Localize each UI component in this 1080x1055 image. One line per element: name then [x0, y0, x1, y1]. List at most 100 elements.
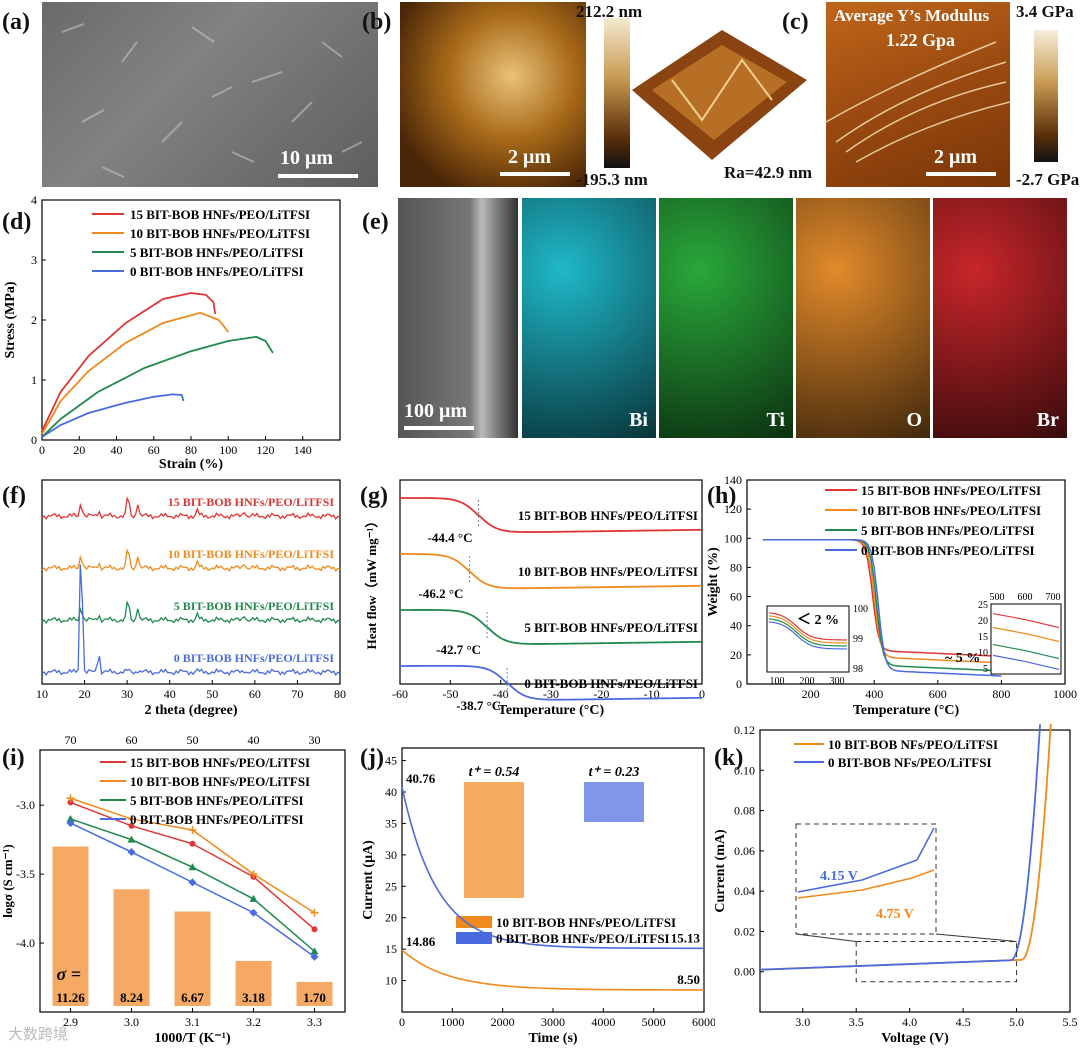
- x-tick-label: 1000: [440, 1015, 464, 1029]
- y-tick-label: 0.06: [734, 844, 755, 858]
- data-point: [188, 825, 197, 834]
- panel-e: (e) 100 μm Bi Ti O Br: [358, 192, 1080, 442]
- inset-right-curve: [992, 643, 1060, 660]
- start-value-label: 40.76: [406, 771, 436, 786]
- modulus-value: 1.22 Gpa: [886, 30, 956, 50]
- x-tick-label: 5000: [642, 1015, 666, 1029]
- y-tick-label: 80: [730, 560, 742, 574]
- inset-right-curve: [992, 612, 1060, 629]
- y-tick-label: 30: [385, 848, 397, 862]
- inset-x-tick-label: 300: [830, 676, 845, 687]
- y-tick-label: 0.12: [734, 723, 755, 737]
- bar-value-label: 3.18: [242, 990, 265, 1005]
- y-tick-label: 60: [730, 590, 742, 604]
- eds-map-o: O: [796, 198, 930, 438]
- roughness-label: Ra=42.9 nm: [724, 163, 813, 182]
- x-tick-label: 3.0: [795, 1015, 810, 1029]
- xrd-pattern: [41, 548, 341, 572]
- inset-y-tick-label: 98: [853, 664, 863, 675]
- y-tick-label: 0.02: [734, 924, 755, 938]
- data-point: [310, 947, 319, 955]
- data-point: [311, 926, 318, 933]
- t-plus-bar: [584, 782, 644, 822]
- panel-label-a: (a): [2, 9, 30, 35]
- legend-swatch: [456, 932, 492, 944]
- plot-frame: [759, 729, 1071, 1013]
- x-tick-label: 40: [111, 443, 123, 457]
- dsc-chart: -60 -50 -40 -30 -20 -10 0 Temperature (°C) Heat …: [364, 479, 705, 718]
- x-tick-label: 100: [219, 443, 237, 457]
- x-tick-label: 3.5: [849, 1015, 864, 1029]
- data-point: [127, 835, 136, 843]
- panel-label-k: (k): [714, 745, 744, 771]
- x-axis-label: Temperature (°C): [498, 703, 605, 717]
- y-tick-label: 3: [31, 253, 37, 267]
- data-point: [310, 908, 319, 917]
- inset-left-curve: [768, 621, 848, 650]
- legend-label: 5 BIT-BOB HNFs/PEO/LiTFSI: [130, 793, 304, 808]
- inset-y-tick-label: 99: [853, 634, 863, 645]
- legend-label: 15 BIT-BOB HNFs/PEO/LiTFSI: [861, 483, 1041, 498]
- scale-label: 2 μm: [508, 146, 551, 168]
- top-tick-label: 40: [248, 733, 260, 747]
- start-value-label: 14.86: [406, 934, 436, 949]
- legend-label: 0 BIT-BOB HNFs/PEO/LiTFSI: [496, 931, 670, 946]
- legend-label: 15 BIT-BOB HNFs/PEO/LiTFSI: [130, 207, 310, 222]
- x-axis-label: Voltage (V): [881, 1031, 949, 1046]
- panel-label-b: (b): [362, 9, 392, 35]
- legend-label: 0 BIT-BOB HNFs/PEO/LiTFSI: [861, 543, 1035, 558]
- inset-y-tick-label: 100: [853, 604, 868, 615]
- xrd-pattern: [41, 600, 341, 624]
- x-tick-label: 0: [39, 443, 45, 457]
- x-tick-label: 140: [294, 443, 312, 457]
- x-tick-label: 5.5: [1063, 1015, 1078, 1029]
- x-tick-label: 60: [249, 687, 261, 701]
- data-point: [127, 814, 136, 823]
- y-tick-label: 0.10: [734, 763, 755, 777]
- x-axis-label: Strain (%): [159, 457, 224, 472]
- conductivity-bar: [174, 911, 211, 1006]
- x-tick-label: 4.5: [956, 1015, 971, 1029]
- current-time-chart: 0 1000 2000 3000 4000 5000 6000 10 15 20 25 30 35 40 4…: [361, 747, 716, 1046]
- legend-label: 10 BIT-BOB NFs/PEO/LiTFSI: [828, 737, 998, 752]
- inset-x-tick-label: 500: [990, 592, 1005, 603]
- series-label: 5 BIT-BOB HNFs/PEO/LiTFSI: [174, 599, 335, 613]
- conductivity-bar: [52, 846, 89, 1006]
- x-tick-label: 120: [257, 443, 275, 457]
- x-tick-label: 70: [291, 687, 303, 701]
- bar-value-label: 6.67: [181, 990, 204, 1005]
- sigma-label: σ =: [57, 964, 81, 984]
- legend-label: 5 BIT-BOB HNFs/PEO/LiTFSI: [861, 523, 1035, 538]
- bar-value-label: 1.70: [303, 990, 326, 1005]
- inset-left-curve: [768, 618, 848, 647]
- legend-swatch: [456, 916, 492, 928]
- zoom-connector: [795, 933, 857, 942]
- x-tick-label: 0: [699, 687, 705, 701]
- bar-value-label: 11.26: [56, 990, 85, 1005]
- modulus-image: Average Y’s Modulus 1.22 Gpa 2 μm: [826, 2, 1010, 187]
- y-tick-label: 100: [724, 531, 742, 545]
- panel-label-d: (d): [2, 209, 32, 235]
- y-tick-label: 0: [31, 433, 37, 447]
- x-tick-label: 10: [36, 687, 48, 701]
- x-tick-label: 20: [79, 687, 91, 701]
- y-tick-label: 4: [31, 193, 37, 207]
- end-value-label: 15.13: [671, 930, 701, 945]
- x-tick-label: 5.0: [1009, 1015, 1024, 1029]
- plot-frame: [746, 479, 1066, 685]
- panel-i: (i) 11.26 8.24 6.67 3.18 1.70 σ = 2.9 3.0 3.1 3.2…: [0, 720, 360, 1050]
- t-plus-bar: [464, 782, 524, 898]
- x-tick-label: -40: [493, 687, 509, 701]
- y-tick-label: 45: [385, 754, 397, 768]
- data-point: [249, 870, 258, 879]
- t-plus-label: t⁺ = 0.54: [469, 765, 520, 780]
- colorbar-bottom: -195.3 nm: [576, 170, 648, 189]
- colorbar-top: 212.2 nm: [576, 2, 643, 21]
- y-tick-label: 2: [31, 313, 37, 327]
- data-point: [67, 799, 74, 806]
- panel-b: (b) 2 μm 212.2 nm -195.3 nm Ra=42.9 nm: [360, 0, 820, 190]
- inset-frame: [795, 823, 937, 935]
- modulus-texture: [826, 41, 1010, 163]
- x-tick-label: 20: [73, 443, 85, 457]
- x-tick-label: 1000: [1053, 687, 1077, 701]
